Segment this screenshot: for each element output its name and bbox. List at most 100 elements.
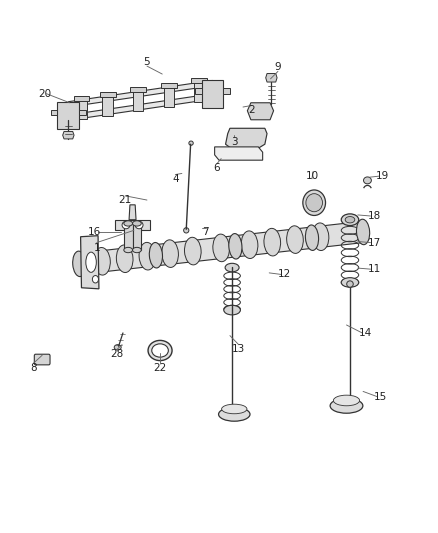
Polygon shape [81, 236, 99, 289]
Ellipse shape [162, 240, 178, 268]
Polygon shape [76, 100, 87, 119]
Polygon shape [133, 91, 144, 111]
Text: 21: 21 [119, 195, 132, 205]
Text: 18: 18 [367, 211, 381, 221]
Ellipse shape [264, 228, 281, 256]
Polygon shape [247, 103, 274, 120]
Polygon shape [115, 220, 150, 230]
Polygon shape [223, 88, 230, 94]
Ellipse shape [219, 407, 250, 421]
Text: 7: 7 [203, 227, 209, 237]
Ellipse shape [256, 106, 265, 117]
Polygon shape [129, 205, 136, 220]
Ellipse shape [124, 221, 133, 226]
Text: 14: 14 [359, 328, 372, 338]
Ellipse shape [229, 233, 242, 259]
Text: 20: 20 [38, 88, 51, 99]
Polygon shape [100, 92, 116, 97]
Polygon shape [226, 128, 267, 152]
Polygon shape [133, 223, 141, 250]
Text: 28: 28 [110, 349, 123, 359]
Text: 1: 1 [93, 243, 100, 253]
Ellipse shape [64, 110, 73, 121]
Ellipse shape [152, 344, 168, 357]
Ellipse shape [224, 305, 240, 315]
Ellipse shape [347, 281, 353, 287]
Ellipse shape [306, 193, 322, 212]
Ellipse shape [117, 245, 133, 272]
Polygon shape [74, 95, 89, 101]
Circle shape [92, 276, 99, 283]
Text: 4: 4 [172, 174, 179, 184]
Ellipse shape [341, 278, 359, 287]
Ellipse shape [225, 263, 239, 272]
Text: 22: 22 [153, 362, 167, 373]
FancyBboxPatch shape [34, 354, 50, 365]
Ellipse shape [148, 341, 172, 361]
Polygon shape [194, 83, 205, 102]
Ellipse shape [184, 228, 189, 233]
Ellipse shape [94, 247, 110, 275]
Ellipse shape [124, 247, 133, 253]
Ellipse shape [149, 243, 162, 268]
Ellipse shape [86, 252, 96, 272]
Text: 12: 12 [278, 270, 291, 279]
Text: 8: 8 [30, 362, 37, 373]
Ellipse shape [286, 226, 303, 253]
Polygon shape [102, 96, 113, 116]
Ellipse shape [305, 225, 318, 251]
Polygon shape [51, 110, 57, 115]
Ellipse shape [189, 141, 193, 146]
Polygon shape [57, 102, 79, 130]
Ellipse shape [213, 234, 230, 262]
Ellipse shape [222, 404, 247, 414]
Text: 6: 6 [213, 163, 220, 173]
Polygon shape [78, 221, 364, 274]
Text: 11: 11 [367, 264, 381, 274]
Ellipse shape [223, 150, 232, 158]
Ellipse shape [303, 190, 325, 215]
Ellipse shape [241, 231, 258, 259]
Polygon shape [131, 87, 146, 92]
Text: 5: 5 [144, 57, 150, 67]
Polygon shape [79, 110, 86, 115]
Polygon shape [215, 147, 263, 160]
Ellipse shape [208, 89, 217, 100]
Polygon shape [266, 74, 277, 82]
Ellipse shape [135, 221, 143, 229]
Text: 9: 9 [275, 62, 281, 72]
Text: 15: 15 [374, 392, 387, 402]
Ellipse shape [364, 177, 371, 184]
Ellipse shape [330, 398, 363, 413]
Polygon shape [68, 80, 212, 107]
Text: 16: 16 [88, 227, 101, 237]
Ellipse shape [133, 247, 141, 253]
Ellipse shape [139, 243, 156, 270]
Text: 3: 3 [231, 136, 237, 147]
Ellipse shape [312, 223, 329, 251]
Ellipse shape [244, 136, 251, 145]
Ellipse shape [242, 151, 248, 157]
Ellipse shape [133, 221, 141, 226]
Ellipse shape [122, 221, 130, 229]
Ellipse shape [357, 219, 370, 245]
Text: 19: 19 [376, 171, 389, 181]
Text: 2: 2 [248, 104, 255, 115]
Ellipse shape [114, 345, 121, 350]
Ellipse shape [333, 395, 360, 406]
Polygon shape [161, 83, 177, 88]
Ellipse shape [341, 214, 359, 225]
Polygon shape [201, 80, 223, 108]
Polygon shape [68, 94, 212, 120]
Polygon shape [63, 132, 74, 139]
Text: 10: 10 [306, 171, 319, 181]
Text: 13: 13 [232, 344, 245, 354]
Ellipse shape [345, 216, 355, 223]
Polygon shape [163, 87, 174, 107]
Polygon shape [124, 223, 133, 250]
Ellipse shape [184, 237, 201, 265]
Polygon shape [191, 78, 207, 84]
Ellipse shape [73, 251, 86, 277]
Text: 17: 17 [367, 238, 381, 247]
Polygon shape [195, 88, 201, 94]
